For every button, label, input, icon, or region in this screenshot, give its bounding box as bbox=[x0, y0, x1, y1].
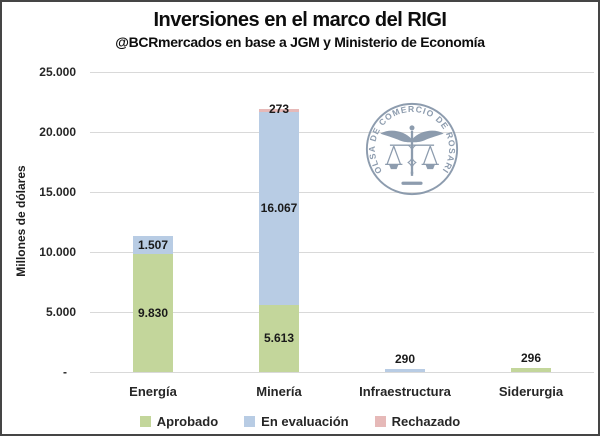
y-axis-tick-label: 15.000 bbox=[39, 185, 76, 199]
bar-value-label: 9.830 bbox=[137, 306, 169, 321]
legend-item: En evaluación bbox=[244, 414, 349, 429]
bar-segment bbox=[259, 304, 299, 372]
bar-segment bbox=[133, 235, 173, 255]
y-axis-tick-label: 10.000 bbox=[39, 245, 76, 259]
gridline bbox=[90, 371, 594, 373]
chart-legend: Aprobado En evaluación Rechazado bbox=[2, 414, 598, 429]
y-axis-tick-label: 20.000 bbox=[39, 125, 76, 139]
x-category-label: Siderurgia bbox=[498, 384, 564, 399]
seal-outer-ring bbox=[365, 102, 459, 196]
legend-label: En evaluación bbox=[261, 414, 349, 429]
chart-subtitle: @BCRmercados en base a JGM y Ministerio … bbox=[115, 34, 485, 50]
legend-item: Aprobado bbox=[139, 414, 219, 429]
bar-value-label: 1.507 bbox=[137, 238, 169, 252]
y-axis: - 5.000 10.000 15.000 20.000 25.000 bbox=[2, 65, 76, 379]
bar-segment bbox=[259, 108, 299, 112]
legend-label: Rechazado bbox=[391, 414, 461, 429]
legend-swatch bbox=[374, 416, 386, 427]
x-category-label: Infraestructura bbox=[359, 384, 451, 399]
gridline bbox=[90, 131, 594, 133]
legend-item: Rechazado bbox=[374, 414, 461, 429]
gridline bbox=[90, 71, 594, 73]
bar-value-label: 290 bbox=[394, 351, 416, 366]
plot-area: 9.830 1.507 Energía 5.613 16.067 273 Minería 29… bbox=[90, 71, 594, 399]
bar-segment bbox=[133, 254, 173, 372]
caduceus-icon bbox=[380, 125, 444, 185]
bar-value-label: 16.067 bbox=[260, 201, 298, 216]
bar-value-label: 296 bbox=[520, 351, 542, 366]
bcr-seal-logo: BOLSA DE COMERCIO DE ROSARIO bbox=[364, 101, 459, 196]
y-axis-tick-label: 25.000 bbox=[39, 65, 76, 79]
gridline bbox=[90, 311, 594, 313]
bar-segment bbox=[385, 368, 425, 372]
x-category-label: Minería bbox=[256, 384, 302, 399]
bar-value-label: 5.613 bbox=[263, 331, 295, 346]
legend-swatch bbox=[139, 416, 151, 427]
bar-value-label: 273 bbox=[268, 101, 290, 116]
bar-segment bbox=[259, 111, 299, 305]
gridline bbox=[90, 191, 594, 193]
legend-label: Aprobado bbox=[156, 414, 219, 429]
y-axis-tick-label: 5.000 bbox=[45, 305, 76, 319]
x-category-label: Energía bbox=[129, 384, 177, 399]
y-axis-tick-label: - bbox=[63, 365, 67, 379]
legend-swatch bbox=[244, 416, 256, 427]
chart-title: Inversiones en el marco del RIGI bbox=[153, 9, 447, 31]
right-scale-icon bbox=[421, 145, 439, 170]
gridline bbox=[90, 251, 594, 253]
bar-segment bbox=[511, 368, 551, 372]
left-scale-icon bbox=[385, 145, 403, 170]
